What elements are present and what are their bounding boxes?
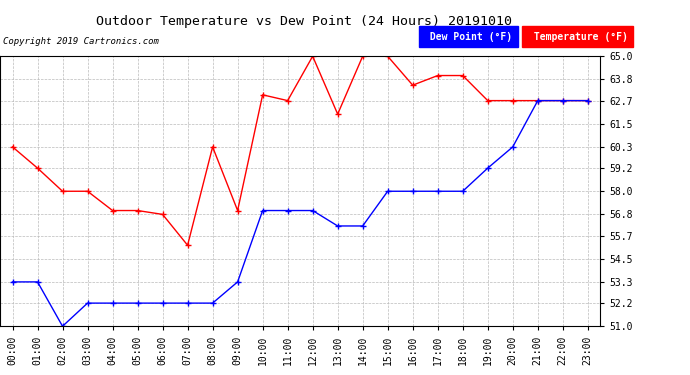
Text: Temperature (°F): Temperature (°F) <box>528 32 628 42</box>
Text: Outdoor Temperature vs Dew Point (24 Hours) 20191010: Outdoor Temperature vs Dew Point (24 Hou… <box>96 15 511 28</box>
Text: Copyright 2019 Cartronics.com: Copyright 2019 Cartronics.com <box>3 38 159 46</box>
Text: Dew Point (°F): Dew Point (°F) <box>424 32 513 42</box>
